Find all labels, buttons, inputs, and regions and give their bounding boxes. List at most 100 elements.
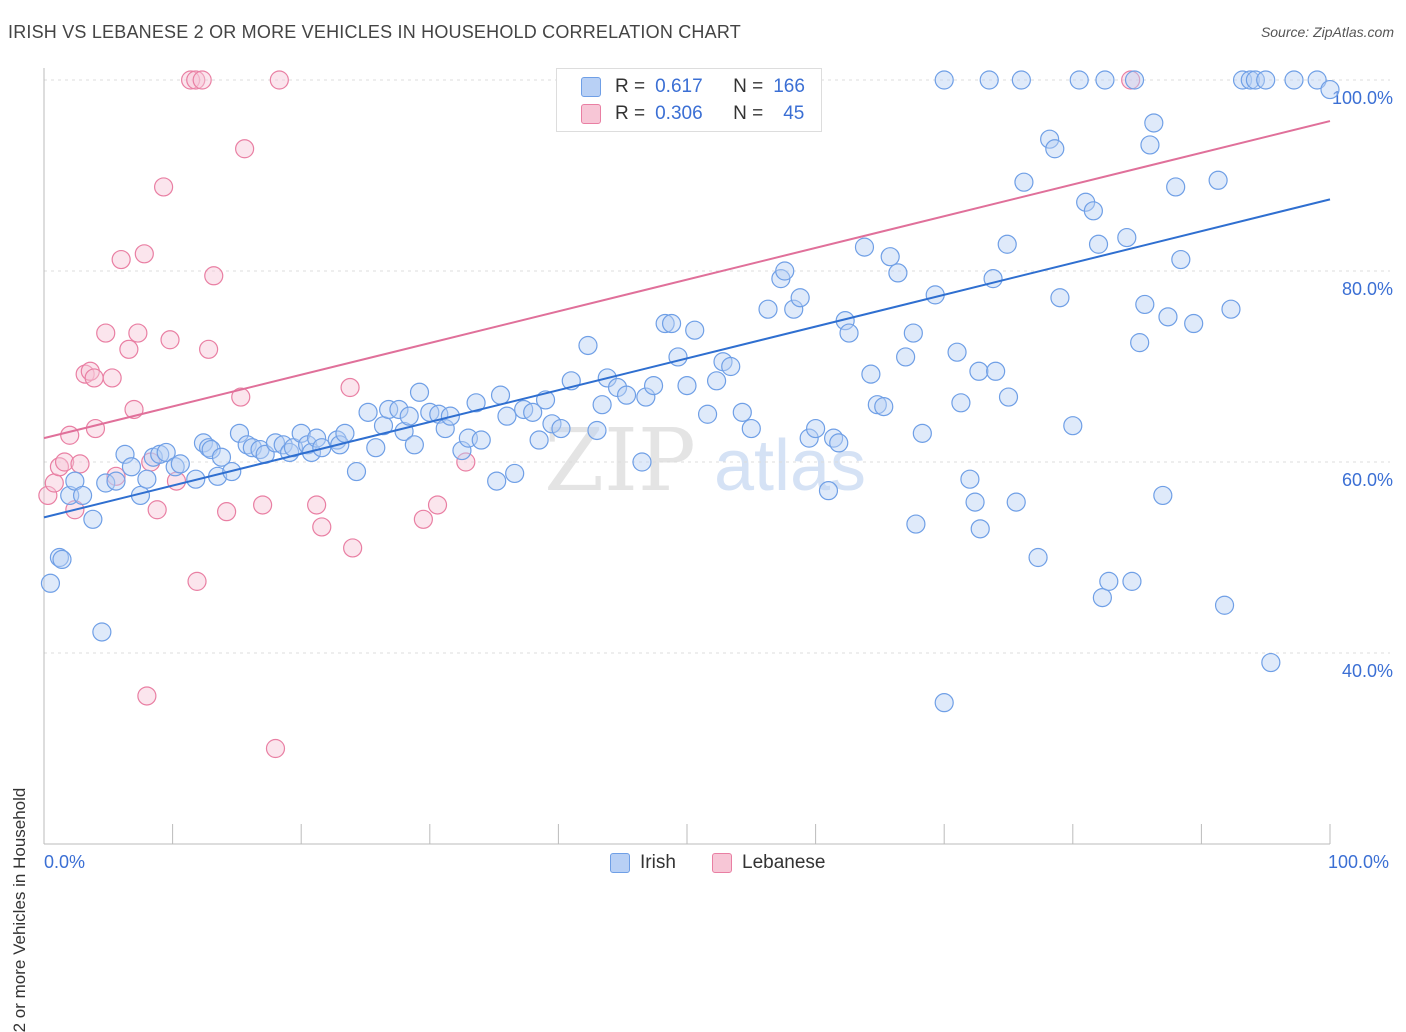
- irish-point: [741, 418, 761, 439]
- legend-item-lebanese[interactable]: Lebanese: [712, 852, 825, 874]
- lebanese-point: [85, 418, 106, 439]
- y-tick-label: 60.0%: [1342, 470, 1393, 490]
- irish-point: [775, 261, 795, 281]
- irish-point: [201, 439, 221, 460]
- y-tick-label: 100.0%: [1332, 88, 1393, 108]
- watermark: ZIP atlas: [544, 411, 866, 511]
- irish-point: [523, 402, 543, 422]
- lebanese-point: [60, 425, 80, 445]
- irish-point: [1284, 70, 1304, 90]
- irish-point: [1140, 135, 1160, 155]
- legend-n-label: N =: [733, 76, 764, 97]
- x-tick-label-max: 100.0%: [1328, 852, 1390, 872]
- irish-point: [1221, 299, 1241, 319]
- irish-point: [1240, 70, 1260, 90]
- irish-point: [366, 438, 386, 458]
- lebanese-point: [413, 509, 433, 529]
- lebanese-point: [44, 473, 64, 493]
- irish-point: [409, 382, 430, 402]
- irish-point: [404, 435, 424, 455]
- legend-label-irish: Irish: [640, 852, 676, 873]
- irish-point: [1214, 595, 1235, 615]
- lebanese-point: [231, 387, 251, 407]
- irish-point: [551, 418, 571, 439]
- lebanese-point: [96, 323, 116, 343]
- irish-point: [986, 361, 1006, 381]
- irish-point: [358, 402, 378, 422]
- irish-point: [706, 371, 727, 391]
- irish-point: [1135, 294, 1155, 315]
- lebanese-point: [160, 330, 180, 350]
- lebanese-point: [199, 339, 219, 359]
- lebanese-point: [84, 368, 104, 388]
- irish-point: [1261, 652, 1281, 673]
- irish-point: [542, 414, 562, 434]
- irish-point: [92, 622, 112, 642]
- lebanese-point: [70, 454, 90, 474]
- lebanese-swatch: [712, 853, 732, 873]
- lebanese-points: [38, 70, 1141, 759]
- legend-n-value-lebanese: 45: [783, 103, 805, 124]
- source-credit: Source: ZipAtlas.com: [1260, 24, 1394, 40]
- irish-point: [399, 406, 419, 426]
- lebanese-point: [38, 485, 58, 506]
- legend-n-label: N =: [733, 103, 764, 124]
- irish-point: [805, 418, 826, 439]
- correlation-legend: R = 0.617 N = 166 R = 0.306 N = 45: [556, 68, 822, 132]
- legend-r-value-irish: 0.617: [655, 76, 703, 97]
- lebanese-point: [340, 377, 360, 398]
- axes: [43, 68, 1331, 845]
- x-tick-label-min: 0.0%: [44, 852, 86, 872]
- irish-point: [1122, 571, 1142, 591]
- irish-point: [307, 428, 327, 448]
- watermark-atlas: atlas: [714, 426, 866, 506]
- y-axis-label: 2 or more Vehicles in Household: [10, 787, 29, 1032]
- irish-point: [636, 387, 656, 407]
- legend-r-value-lebanese: 0.306: [655, 103, 703, 124]
- irish-point: [1088, 234, 1109, 254]
- irish-point: [839, 323, 859, 343]
- lebanese-point: [253, 495, 273, 515]
- irish-point: [632, 452, 652, 472]
- irish-point: [790, 288, 810, 308]
- irish-point: [960, 469, 980, 489]
- irish-point: [880, 247, 900, 267]
- irish-point: [799, 428, 819, 448]
- legend-row-lebanese: R = 0.306 N = 45: [581, 102, 804, 126]
- lebanese-point: [427, 495, 448, 515]
- irish-point: [912, 423, 932, 443]
- irish-point: [452, 440, 472, 461]
- irish-point: [72, 485, 93, 506]
- irish-point: [1130, 333, 1150, 353]
- irish-point: [697, 404, 718, 424]
- irish-point: [211, 447, 232, 467]
- irish-point: [505, 463, 525, 484]
- lebanese-point: [111, 249, 131, 270]
- irish-point: [888, 263, 908, 283]
- irish-point: [291, 423, 311, 443]
- irish-point: [466, 393, 486, 413]
- legend-label-lebanese: Lebanese: [742, 852, 826, 873]
- irish-point: [1069, 70, 1089, 90]
- irish-point: [1063, 416, 1083, 436]
- trend-lines: [43, 120, 1331, 519]
- lebanese-point: [186, 70, 206, 90]
- y-tick-label: 80.0%: [1342, 279, 1393, 299]
- irish-point: [165, 457, 185, 477]
- irish-point: [951, 393, 971, 413]
- lebanese-point: [192, 70, 212, 90]
- irish-point: [1153, 485, 1173, 506]
- irish-point: [1095, 70, 1115, 90]
- irish-point: [592, 395, 612, 415]
- irish-point: [1099, 571, 1119, 591]
- irish-point: [903, 323, 923, 343]
- irish-point: [497, 406, 517, 426]
- irish-point: [265, 433, 286, 453]
- lebanese-point: [343, 538, 363, 558]
- lebanese-point: [137, 686, 157, 706]
- irish-point: [379, 399, 399, 420]
- legend-item-irish[interactable]: Irish: [610, 852, 676, 874]
- irish-swatch: [581, 77, 601, 97]
- lebanese-swatch: [581, 104, 601, 124]
- irish-point: [52, 549, 72, 570]
